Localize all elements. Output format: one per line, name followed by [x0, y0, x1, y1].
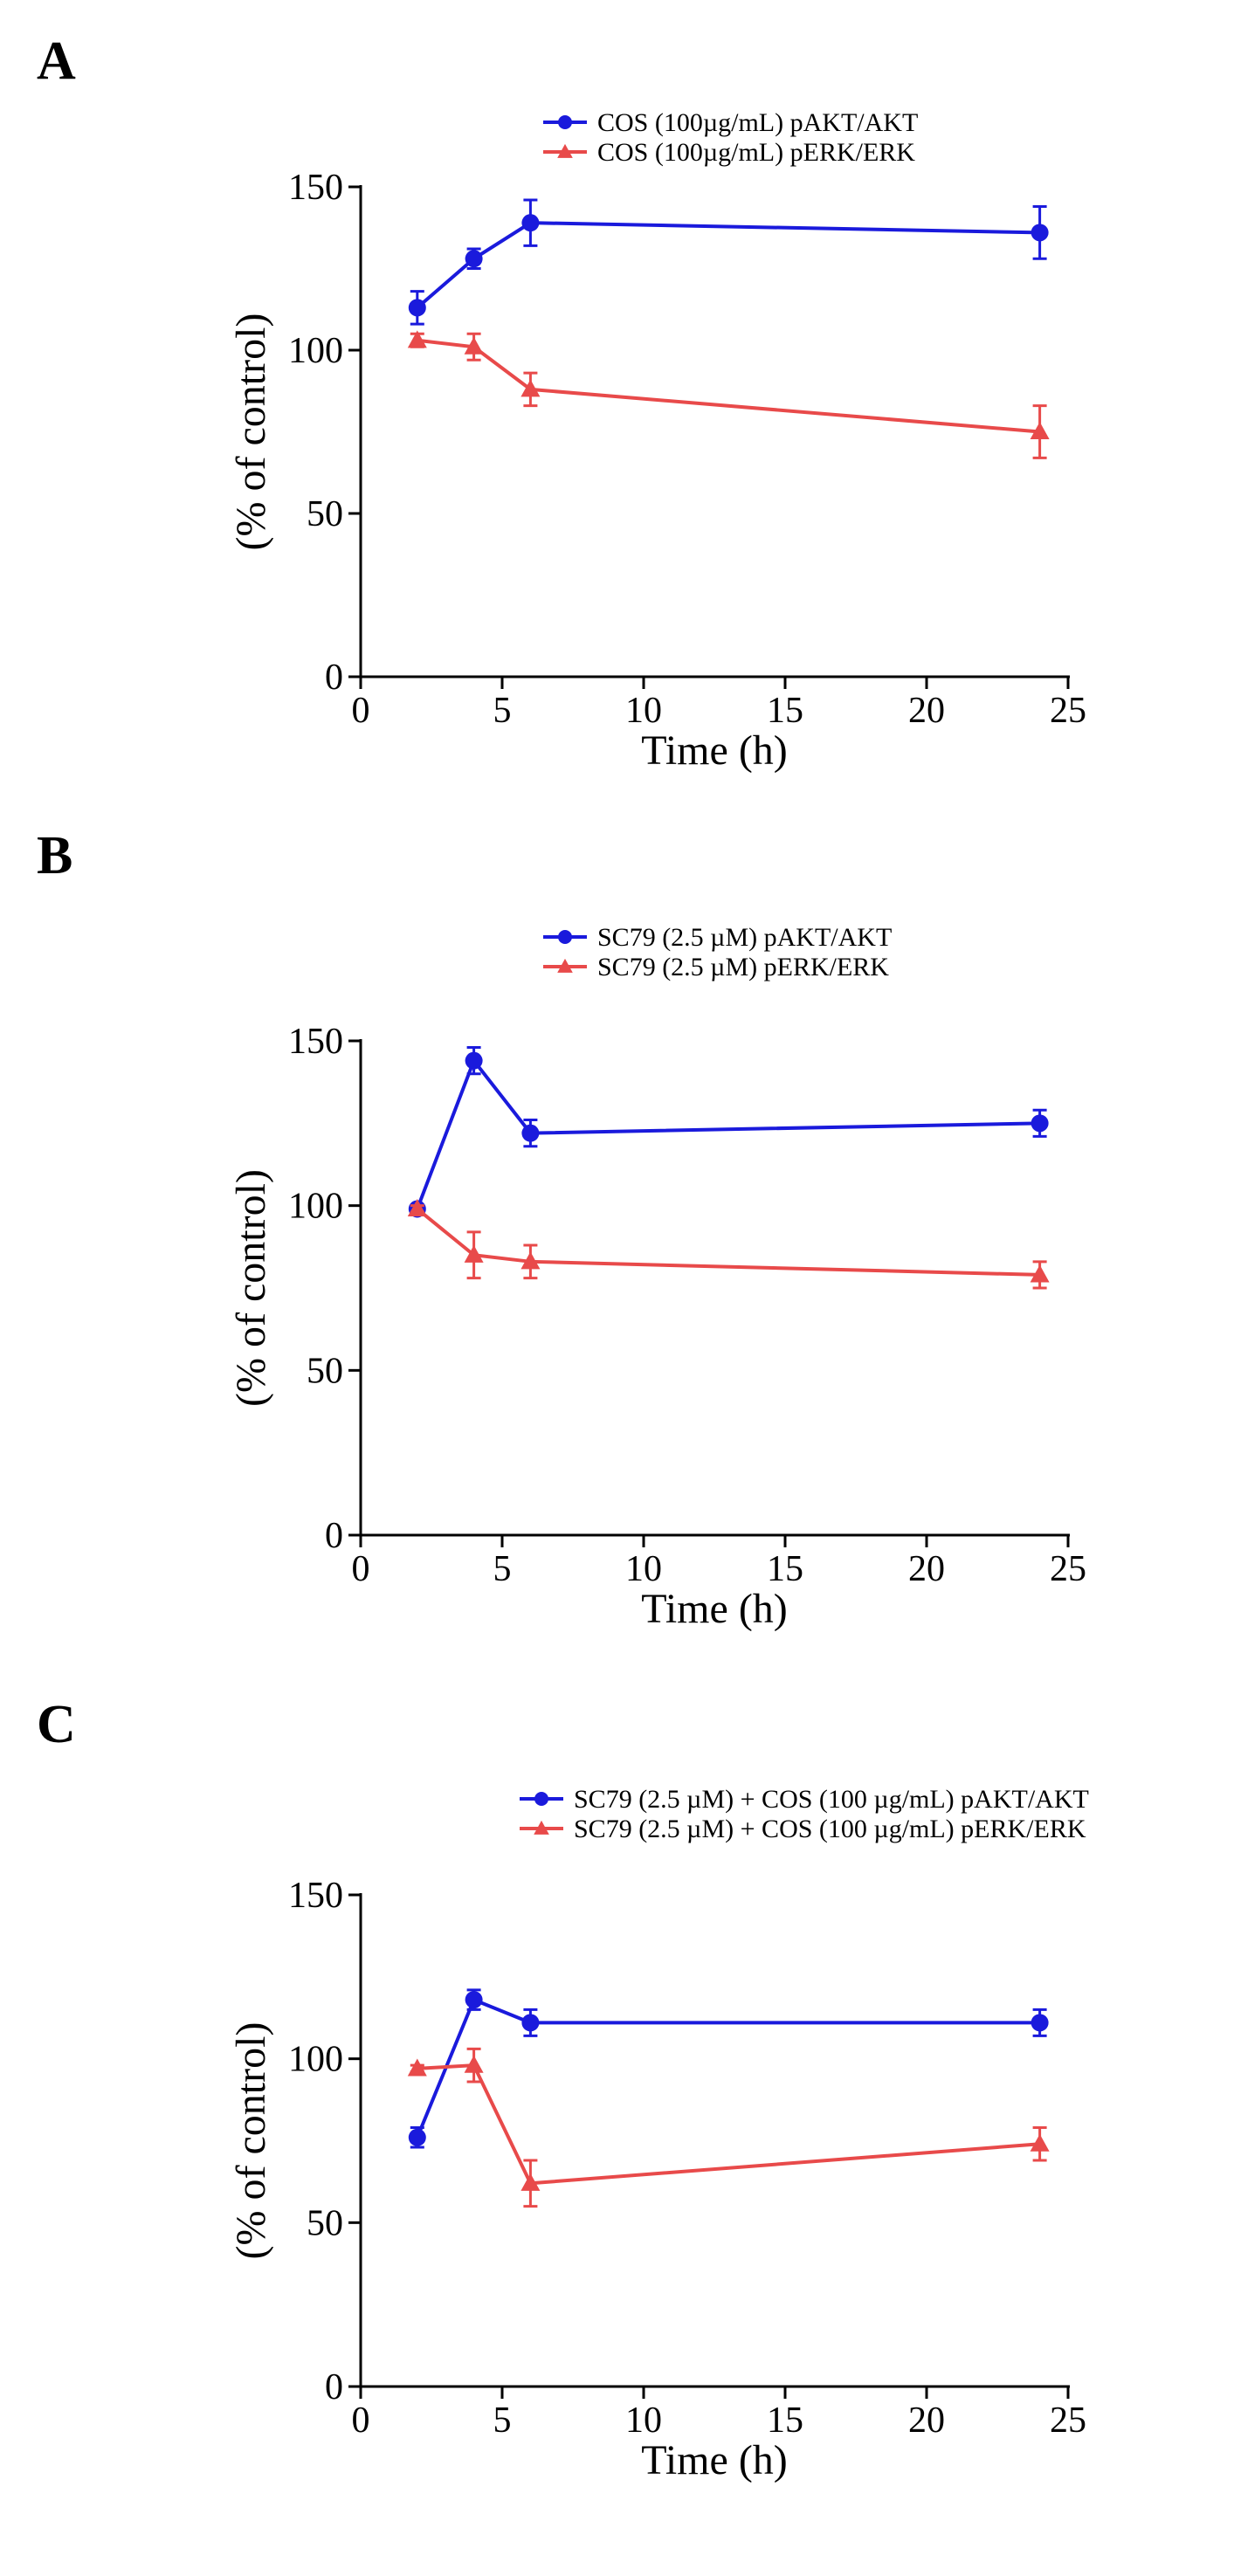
x-tick-label: 10 [625, 2400, 662, 2441]
x-tick-label: 25 [1050, 2400, 1086, 2441]
x-axis-label: Time (h) [641, 2437, 788, 2483]
x-tick-label: 0 [352, 691, 370, 731]
data-point [1031, 224, 1049, 242]
series-perk [407, 330, 1050, 459]
panel-c: C SC79 (2.5 µM) + COS (100 µg/mL) pAKT/AK… [37, 1695, 1089, 2483]
y-tick-label: 0 [325, 658, 343, 698]
x-tick-label: 15 [767, 2400, 803, 2441]
data-point [464, 336, 484, 355]
y-axis-label: (% of control) [228, 313, 274, 551]
legend-marker [557, 958, 573, 973]
x-tick-label: 10 [625, 1549, 662, 1589]
data-point [465, 250, 483, 268]
y-tick-label: 50 [307, 1351, 343, 1391]
x-tick-label: 20 [908, 691, 945, 731]
legend-label: SC79 (2.5 µM) pERK/ERK [597, 953, 889, 981]
x-axis-label: Time (h) [641, 1586, 788, 1632]
series-perk [407, 2047, 1050, 2208]
x-tick-label: 15 [767, 1549, 803, 1589]
legend-marker [534, 1792, 548, 1806]
legend-item: SC79 (2.5 µM) + COS (100 µg/mL) pAKT/AKT [520, 1785, 1089, 1814]
x-tick-label: 25 [1050, 691, 1086, 731]
panel-letter: A [37, 31, 76, 91]
series-line [416, 1207, 1040, 1277]
legend-marker [557, 143, 573, 158]
y-tick-label: 100 [288, 331, 343, 371]
data-point [408, 2128, 426, 2146]
y-tick-label: 50 [307, 2203, 343, 2243]
x-tick-label: 20 [908, 2400, 945, 2441]
legend-label: SC79 (2.5 µM) pAKT/AKT [597, 923, 892, 952]
data-point [464, 2055, 484, 2073]
data-point [521, 1124, 540, 1142]
data-point [1030, 422, 1050, 440]
legend-item: COS (100µg/mL) pERK/ERK [543, 138, 915, 167]
y-tick-label: 50 [307, 494, 343, 534]
x-tick-label: 5 [493, 691, 512, 731]
data-point [465, 1991, 483, 2009]
data-point [1031, 2014, 1049, 2032]
legend-label: SC79 (2.5 µM) + COS (100 µg/mL) pERK/ERK [574, 1815, 1086, 1843]
series-line [416, 221, 1040, 309]
y-axis-label: (% of control) [228, 2022, 274, 2260]
series-pakt [408, 198, 1049, 326]
x-tick-label: 20 [908, 1549, 945, 1589]
data-point [407, 330, 427, 348]
x-axis-label: Time (h) [641, 727, 788, 774]
x-tick-label: 5 [493, 2400, 512, 2441]
y-tick-label: 100 [288, 1187, 343, 1227]
y-tick-label: 0 [325, 1516, 343, 1556]
legend-item: SC79 (2.5 µM) pAKT/AKT [543, 923, 892, 952]
y-tick-label: 100 [288, 2040, 343, 2080]
legend-item: COS (100µg/mL) pAKT/AKT [543, 108, 918, 137]
legend-marker [534, 1820, 549, 1835]
legend-label: COS (100µg/mL) pERK/ERK [597, 138, 915, 167]
y-tick-label: 0 [325, 2367, 343, 2407]
x-tick-label: 0 [352, 1549, 370, 1589]
data-point [465, 1051, 483, 1070]
legend-label: COS (100µg/mL) pAKT/AKT [597, 108, 918, 137]
legend: SC79 (2.5 µM) + COS (100 µg/mL) pAKT/AKT… [520, 1785, 1089, 1843]
data-point [407, 1199, 427, 1216]
data-point [464, 1244, 484, 1263]
legend-marker [558, 930, 572, 944]
series-line [415, 1057, 1040, 1210]
series-line [417, 2063, 1040, 2186]
panel-letter: B [37, 826, 72, 885]
y-tick-label: 150 [288, 168, 343, 208]
series-perk [407, 1199, 1050, 1290]
data-point [521, 2014, 540, 2032]
data-point [520, 379, 541, 397]
data-point [1031, 1114, 1049, 1133]
series-line [417, 338, 1040, 434]
y-tick-label: 150 [288, 1022, 343, 1062]
x-tick-label: 25 [1050, 1549, 1086, 1589]
legend-item: SC79 (2.5 µM) pERK/ERK [543, 953, 889, 981]
x-tick-label: 0 [352, 2400, 370, 2441]
data-point [521, 214, 540, 232]
data-point [520, 2173, 541, 2191]
data-point [1030, 1264, 1050, 1283]
series-line [415, 1997, 1040, 2139]
legend-marker [558, 115, 572, 129]
legend-label: SC79 (2.5 µM) + COS (100 µg/mL) pAKT/AKT [574, 1785, 1089, 1814]
data-point [1030, 2133, 1050, 2152]
series-pakt [408, 1046, 1049, 1218]
data-point [520, 1251, 541, 1270]
panel-letter: C [37, 1695, 76, 1754]
series-pakt [408, 1988, 1049, 2149]
legend-item: SC79 (2.5 µM) + COS (100 µg/mL) pERK/ERK [520, 1815, 1086, 1843]
data-point [408, 299, 426, 317]
x-tick-label: 5 [493, 1549, 512, 1589]
y-axis-label: (% of control) [228, 1169, 274, 1407]
x-tick-label: 15 [767, 691, 803, 731]
x-tick-label: 10 [625, 691, 662, 731]
data-point [407, 2058, 427, 2077]
y-tick-label: 150 [288, 1876, 343, 1916]
